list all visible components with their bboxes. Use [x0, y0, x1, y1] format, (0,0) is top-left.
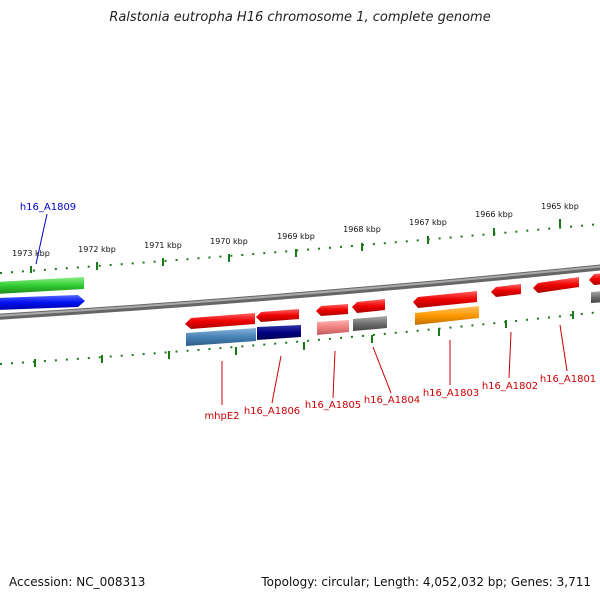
- gene-label-h16-a1801[interactable]: h16_A1801: [540, 374, 596, 385]
- reverse-strand-genes: [0, 291, 600, 346]
- gene-arrow[interactable]: [589, 273, 600, 285]
- topology-text: Topology: circular; Length: 4,052,032 bp…: [261, 575, 591, 589]
- tick-label: 1970 kbp: [210, 237, 248, 246]
- tick-label: 1967 kbp: [409, 218, 447, 227]
- gene-arrow[interactable]: [317, 320, 349, 335]
- inner-major-ticks: [34, 311, 574, 367]
- tick-label: 1971 kbp: [144, 241, 182, 250]
- gene-arrow[interactable]: [353, 316, 387, 331]
- gene-label-h16-a1804[interactable]: h16_A1804: [364, 395, 420, 406]
- map-title: Ralstonia eutropha H16 chromosome 1, com…: [109, 10, 491, 25]
- tick-label: 1966 kbp: [475, 210, 513, 219]
- label-leaders: [35, 213, 568, 405]
- tick-label: 1973 kbp: [12, 249, 50, 258]
- chromosome-backbone-highlight: [0, 265, 600, 317]
- gene-arrow[interactable]: [533, 277, 579, 293]
- gene-arrow[interactable]: [0, 295, 85, 310]
- gene-arrow[interactable]: [415, 306, 479, 325]
- gene-arrow[interactable]: [0, 277, 84, 294]
- tick-label: 1972 kbp: [78, 245, 116, 254]
- gene-label-h16-a1802[interactable]: h16_A1802: [482, 381, 538, 392]
- accession-text: Accession: NC_008313: [9, 575, 146, 589]
- tick-label: 1965 kbp: [541, 202, 579, 211]
- gene-label-mhpe2[interactable]: mhpE2: [204, 411, 239, 422]
- forward-strand-genes: [0, 273, 600, 329]
- gene-arrow[interactable]: [256, 309, 299, 322]
- gene-arrow[interactable]: [591, 291, 600, 303]
- gene-arrow[interactable]: [186, 328, 256, 346]
- gene-arrow[interactable]: [491, 284, 521, 297]
- gene-arrow[interactable]: [413, 291, 477, 308]
- tick-label: 1969 kbp: [277, 232, 315, 241]
- gene-arrow[interactable]: [185, 313, 255, 329]
- inner-scale-arc: [0, 311, 600, 365]
- gene-label-h16-a1809[interactable]: h16_A1809: [20, 202, 76, 213]
- outer-scale-arc: [0, 223, 600, 274]
- gene-arrow[interactable]: [352, 299, 385, 313]
- gene-label-h16-a1805[interactable]: h16_A1805: [305, 400, 361, 411]
- outer-major-ticks: [30, 219, 561, 273]
- tick-label: 1968 kbp: [343, 225, 381, 234]
- gene-arrow[interactable]: [316, 304, 348, 316]
- gene-label-h16-a1806[interactable]: h16_A1806: [244, 406, 300, 417]
- gene-arrow[interactable]: [257, 325, 301, 340]
- gene-label-h16-a1803[interactable]: h16_A1803: [423, 388, 479, 399]
